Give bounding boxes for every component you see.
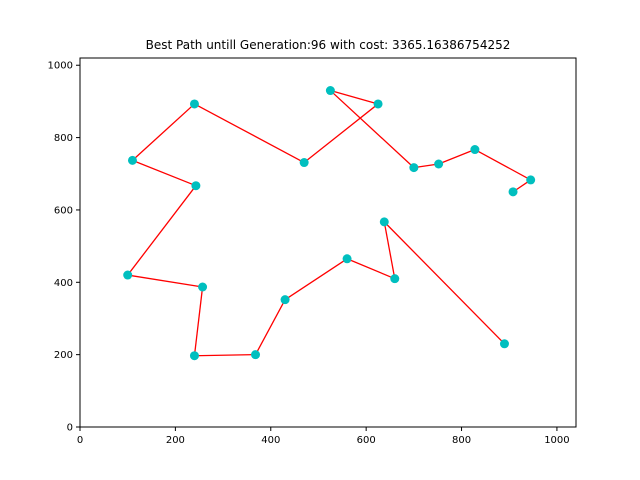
y-tick-label: 0 <box>67 423 73 434</box>
city-point <box>325 86 335 96</box>
city-point <box>470 145 480 155</box>
chart-title: Best Path untill Generation:96 with cost… <box>146 38 511 52</box>
path-segment <box>254 299 286 355</box>
y-tick-label: 200 <box>54 350 73 361</box>
city-point <box>342 254 352 264</box>
city-point <box>189 99 199 109</box>
path-segment <box>303 103 379 164</box>
path-segment <box>330 89 379 105</box>
path-segment <box>346 258 396 280</box>
city-point <box>251 350 261 360</box>
city-point <box>299 158 309 168</box>
city-point <box>526 175 536 185</box>
x-axis: 0 200 400 600 800 1000 <box>77 427 570 446</box>
city-point <box>123 270 133 280</box>
x-tick-label: 0 <box>77 435 83 446</box>
y-tick-label: 400 <box>54 278 73 289</box>
x-tick-label: 600 <box>357 435 376 446</box>
city-point <box>379 217 389 227</box>
path-segment <box>329 90 415 169</box>
path-segment <box>194 353 256 357</box>
path-segment <box>132 159 197 187</box>
path-segment <box>127 274 203 288</box>
city-point <box>499 339 509 349</box>
city-point <box>280 295 290 305</box>
city-point <box>191 181 201 191</box>
city-point <box>434 159 444 169</box>
path-segment <box>438 148 476 165</box>
city-point <box>373 99 383 109</box>
x-tick-label: 800 <box>452 435 471 446</box>
x-tick-label: 200 <box>166 435 185 446</box>
path-segment <box>383 221 396 279</box>
x-tick-label: 1000 <box>544 435 569 446</box>
path-layer <box>127 89 532 357</box>
path-segment <box>193 286 204 356</box>
path-segment <box>127 185 197 276</box>
city-point <box>189 351 199 361</box>
city-point <box>127 155 137 165</box>
path-segment <box>284 258 348 301</box>
path-segment <box>194 103 305 164</box>
x-tick-label: 400 <box>261 435 280 446</box>
city-point <box>508 187 518 197</box>
y-tick-label: 1000 <box>48 61 73 72</box>
city-point <box>409 163 419 173</box>
plot-frame <box>79 57 577 428</box>
y-tick-label: 800 <box>54 133 73 144</box>
marker-layer <box>123 86 536 361</box>
path-segment <box>383 221 505 345</box>
city-point <box>198 282 208 292</box>
y-tick-label: 600 <box>54 205 73 216</box>
path-segment <box>474 148 532 181</box>
y-axis: 0 200 400 600 800 1000 <box>48 61 80 434</box>
path-segment <box>132 103 195 161</box>
city-point <box>390 274 400 284</box>
